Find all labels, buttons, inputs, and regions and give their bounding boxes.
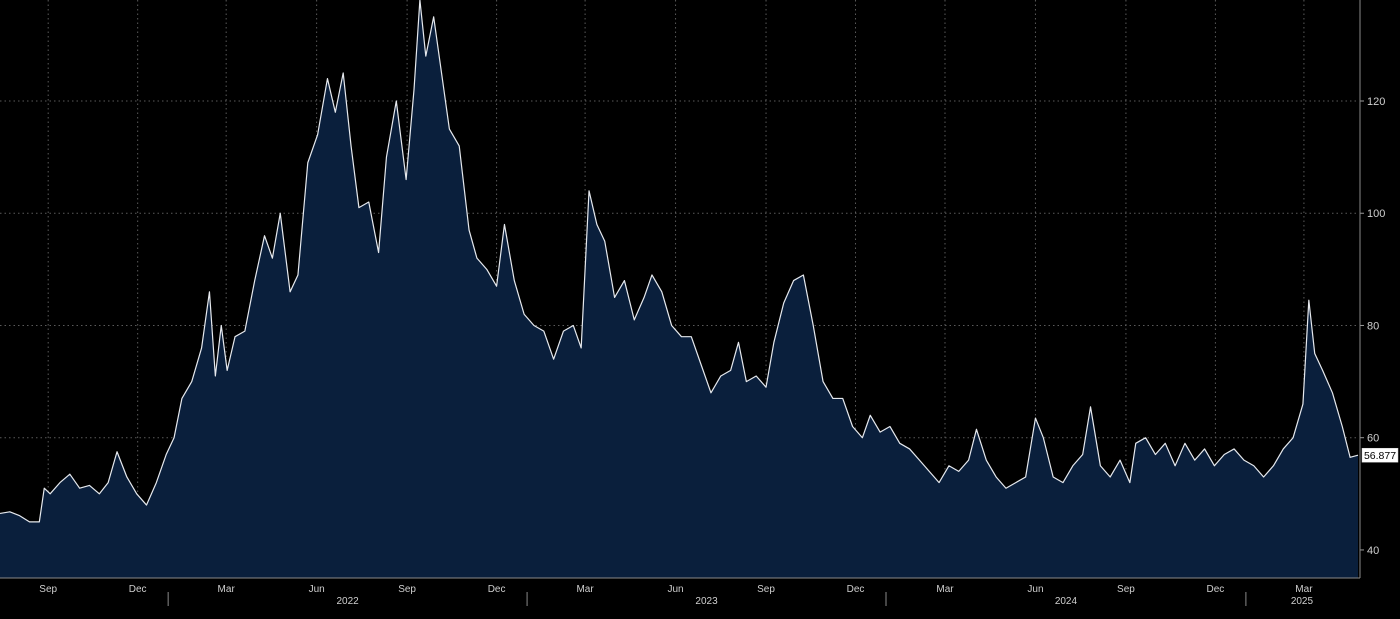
axes: 40 60 80 100 120 Sep Dec Mar Jun Sep Dec Mar Jun Sep D… [0,0,1385,607]
x-tick-label: Sep [39,584,57,595]
x-tick-label: Dec [847,584,865,595]
x-tick-label: Mar [936,584,954,595]
last-value-label: 56.877 [1364,450,1396,462]
y-tick-label: 100 [1367,208,1385,220]
x-tick-label: Jun [1027,584,1043,595]
last-value-box [1361,447,1399,463]
last-value-marker: 56.877 [1361,447,1399,463]
x-tick-label: Dec [129,584,147,595]
x-tick-label: Sep [398,584,416,595]
x-tick-label: Jun [667,584,683,595]
y-tick-label: 60 [1367,433,1379,445]
series-line [0,0,1359,523]
y-tick-label: 120 [1367,96,1385,108]
x-tick-label: Sep [1117,584,1135,595]
x-tick-label: Sep [757,584,775,595]
x-tick-label: Dec [1207,584,1225,595]
year-label: 2025 [1291,596,1314,607]
x-tick-label: Mar [576,584,594,595]
x-tick-label: Dec [488,584,506,595]
series-area [0,0,1359,578]
x-tick-label: Mar [1295,584,1313,595]
series-area-fill [0,0,1358,578]
year-label: 2022 [336,596,359,607]
x-tick-label: Mar [218,584,236,595]
x-tick-label: Jun [309,584,325,595]
y-tick-label: 80 [1367,320,1379,332]
y-tick-label: 40 [1367,545,1379,557]
year-label: 2023 [695,596,718,607]
year-label: 2024 [1055,596,1078,607]
